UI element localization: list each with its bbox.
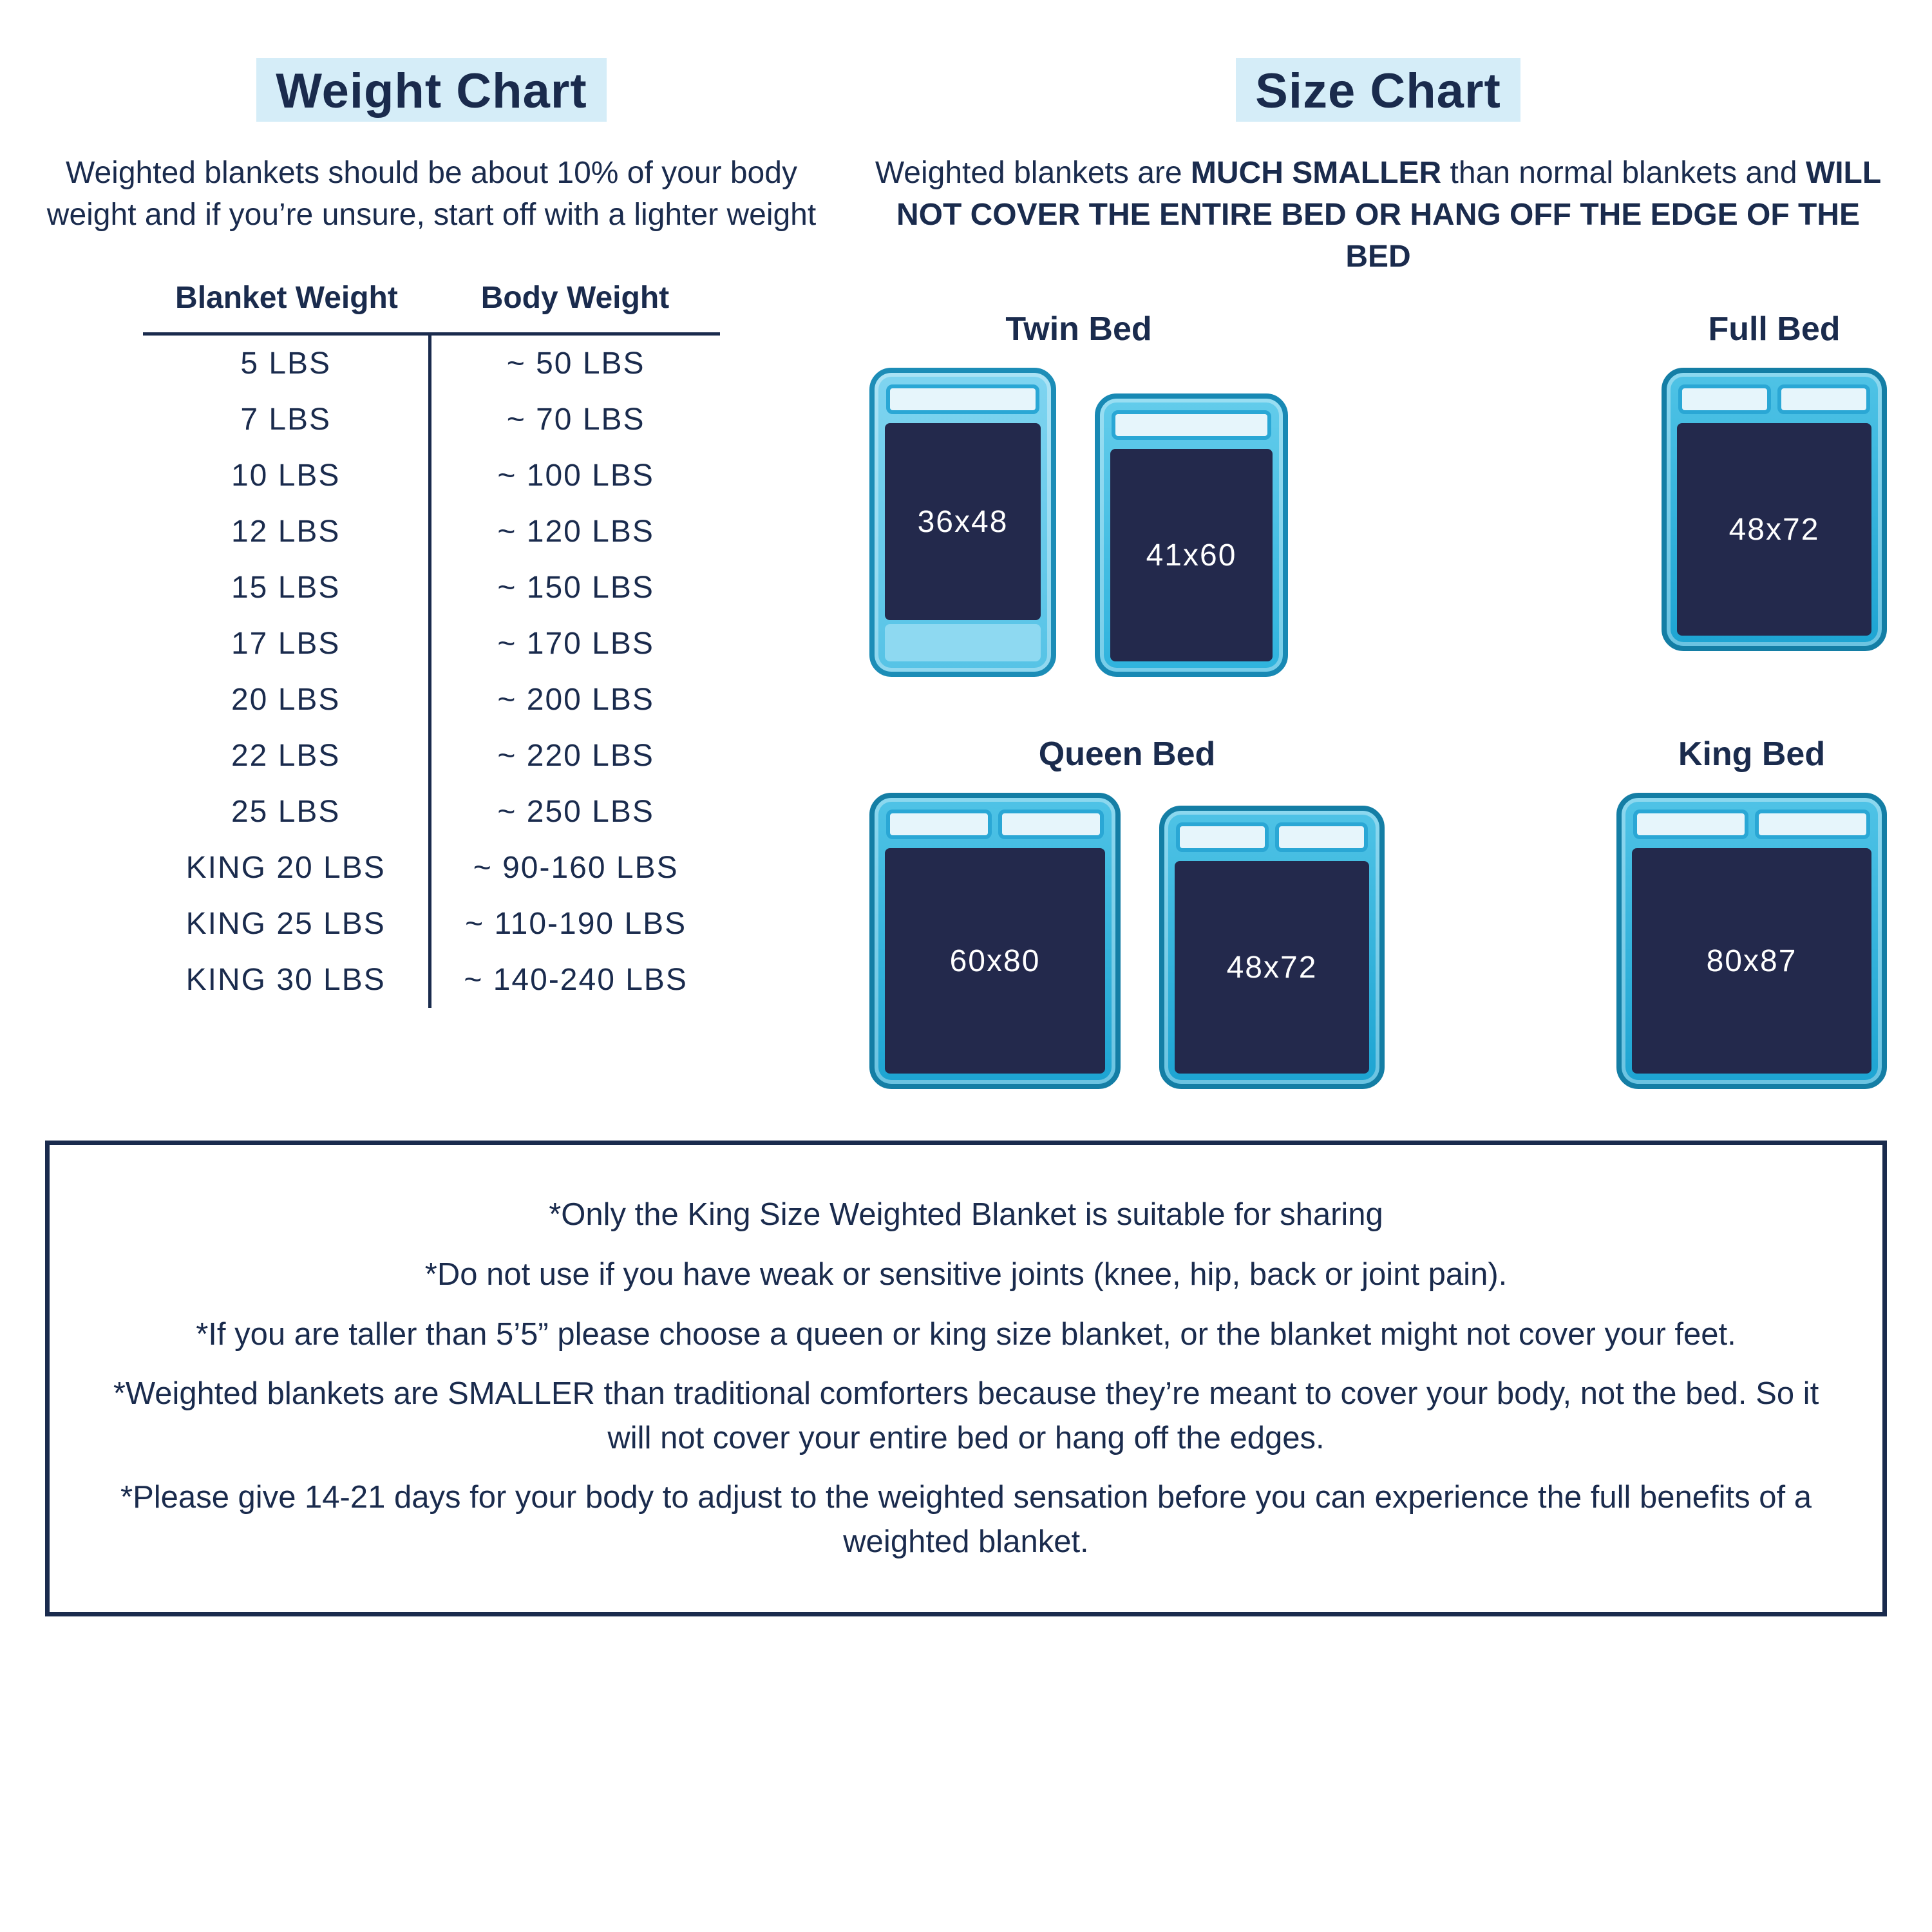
note-line: *Please give 14-21 days for your body to… [101,1475,1831,1564]
bed-row: Twin Bed 36x48 41x60 Full Bed 48x72 [869,310,1887,677]
table-cell: ~ 140-240 LBS [430,952,720,1008]
weight-table: Blanket Weight Body Weight 5 LBS~ 50 LBS… [143,269,720,1008]
size-chart-section: Size Chart Weighted blankets are MUCH SM… [869,58,1887,1089]
bed-head [1100,399,1283,449]
table-row: 17 LBS~ 170 LBS [143,616,720,672]
bed-pair: 48x72 [1662,368,1887,651]
table-cell: ~ 70 LBS [430,392,720,448]
table-row: 15 LBS~ 150 LBS [143,560,720,616]
pillow-icon [1755,810,1870,839]
table-row: 20 LBS~ 200 LBS [143,672,720,728]
bed-dimension-label: 36x48 [885,423,1041,620]
table-cell: KING 25 LBS [143,896,430,952]
bed-group-label: Twin Bed [1005,310,1151,348]
bed-pair: 80x87 [1616,793,1887,1089]
size-sub-c: than normal blankets and [1441,156,1806,190]
bed-head [1164,811,1379,861]
table-cell: ~ 170 LBS [430,616,720,672]
bed-head [1667,373,1882,423]
bed-pair: 60x80 48x72 [869,793,1385,1089]
pillow-icon [1633,810,1748,839]
bed-row: Queen Bed 60x80 48x72 King Bed 80x87 [869,735,1887,1089]
table-cell: 20 LBS [143,672,430,728]
bed-group-label: Queen Bed [1039,735,1216,773]
bed-head [875,798,1115,848]
bed-dimension-label: 41x60 [1110,449,1273,661]
table-row: 10 LBS~ 100 LBS [143,448,720,504]
bed-group-label: King Bed [1678,735,1825,773]
size-sub-b: MUCH SMALLER [1191,156,1441,190]
table-cell: ~ 90-160 LBS [430,840,720,896]
table-cell: ~ 200 LBS [430,672,720,728]
bed-group: Queen Bed 60x80 48x72 [869,735,1385,1089]
pillow-icon [1176,822,1269,852]
table-cell: KING 20 LBS [143,840,430,896]
note-line: *Only the King Size Weighted Blanket is … [101,1193,1831,1237]
bed-icon: 36x48 [869,368,1056,677]
table-row: KING 20 LBS~ 90-160 LBS [143,840,720,896]
bed-group: King Bed 80x87 [1616,735,1887,1089]
size-sub-a: Weighted blankets are [875,156,1191,190]
bed-group: Twin Bed 36x48 41x60 [869,310,1288,677]
table-cell: ~ 100 LBS [430,448,720,504]
table-cell: ~ 150 LBS [430,560,720,616]
note-line: *Weighted blankets are SMALLER than trad… [101,1372,1831,1460]
table-row: 7 LBS~ 70 LBS [143,392,720,448]
bed-icon: 80x87 [1616,793,1887,1089]
weight-chart-section: Weight Chart Weighted blankets should be… [45,58,818,1089]
pillow-icon [886,384,1039,414]
pillow-icon [1275,822,1368,852]
size-chart-subtext: Weighted blankets are MUCH SMALLER than … [869,153,1887,278]
note-line: *If you are taller than 5’5” please choo… [101,1312,1831,1357]
pillow-icon [886,810,992,839]
bed-dimension-label: 48x72 [1175,861,1369,1074]
note-line: *Do not use if you have weak or sensitiv… [101,1253,1831,1297]
table-row: KING 25 LBS~ 110-190 LBS [143,896,720,952]
bed-dimension-label: 48x72 [1677,423,1871,636]
size-chart-title: Size Chart [1236,58,1520,122]
table-row: 5 LBS~ 50 LBS [143,334,720,392]
table-cell: ~ 220 LBS [430,728,720,784]
weight-col-body: Body Weight [430,269,720,334]
table-cell: 15 LBS [143,560,430,616]
bed-head [1622,798,1882,848]
table-row: KING 30 LBS~ 140-240 LBS [143,952,720,1008]
weight-col-blanket: Blanket Weight [143,269,430,334]
table-cell: 12 LBS [143,504,430,560]
bed-icon: 60x80 [869,793,1121,1089]
weight-chart-subtext: Weighted blankets should be about 10% of… [45,153,818,236]
bed-head [875,373,1051,423]
table-cell: KING 30 LBS [143,952,430,1008]
notes-box: *Only the King Size Weighted Blanket is … [45,1141,1887,1616]
table-cell: 7 LBS [143,392,430,448]
bed-dimension-label: 60x80 [885,848,1105,1074]
bed-icon: 41x60 [1095,393,1288,677]
table-cell: ~ 250 LBS [430,784,720,840]
table-cell: ~ 50 LBS [430,334,720,392]
table-cell: 22 LBS [143,728,430,784]
table-row: 25 LBS~ 250 LBS [143,784,720,840]
table-row: 12 LBS~ 120 LBS [143,504,720,560]
pillow-icon [1112,410,1271,440]
table-row: 22 LBS~ 220 LBS [143,728,720,784]
pillow-icon [1678,384,1771,414]
table-cell: 5 LBS [143,334,430,392]
bed-group-label: Full Bed [1708,310,1840,348]
bed-group: Full Bed 48x72 [1662,310,1887,677]
bed-icon: 48x72 [1159,806,1385,1089]
pillow-icon [998,810,1104,839]
table-cell: 17 LBS [143,616,430,672]
pillow-icon [1777,384,1870,414]
table-cell: 25 LBS [143,784,430,840]
weight-chart-title: Weight Chart [256,58,606,122]
bed-icon: 48x72 [1662,368,1887,651]
table-cell: ~ 120 LBS [430,504,720,560]
bed-dimension-label: 80x87 [1632,848,1871,1074]
bed-pair: 36x48 41x60 [869,368,1288,677]
table-cell: 10 LBS [143,448,430,504]
table-cell: ~ 110-190 LBS [430,896,720,952]
